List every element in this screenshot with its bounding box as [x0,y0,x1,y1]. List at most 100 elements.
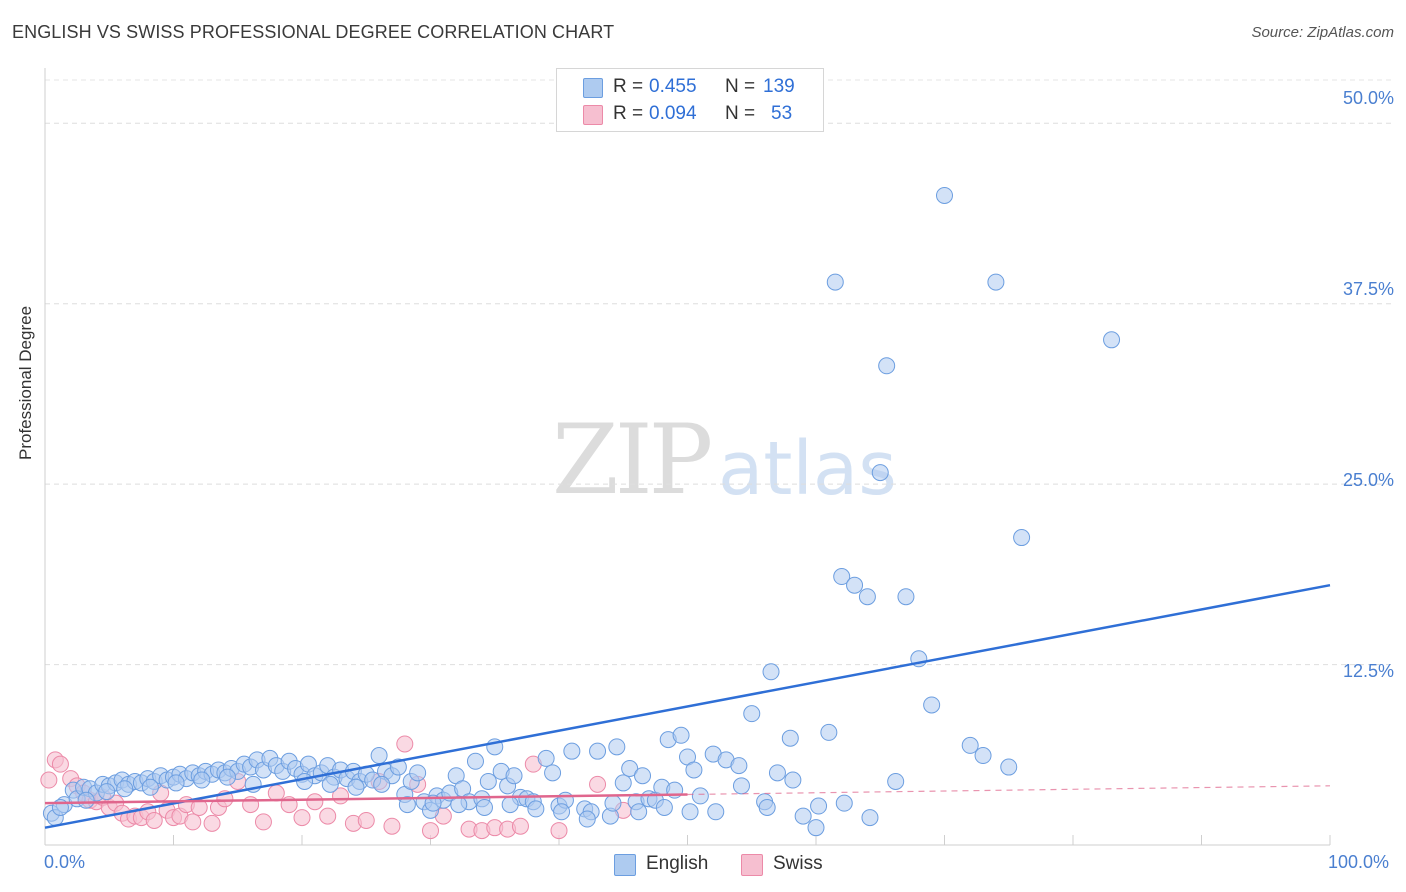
english-point [820,723,838,741]
swiss-point [396,735,414,753]
english-point [655,798,673,816]
english-point [858,588,876,606]
english-point [784,771,802,789]
swiss-point [306,793,324,811]
english-point [961,736,979,754]
english-point [762,663,780,681]
swiss-point [51,755,69,773]
english-point [681,803,699,821]
n-value: 53 [771,103,793,124]
y-tick-label: 50.0% [1342,88,1394,108]
english-point [974,747,992,765]
english-point [936,186,953,204]
english-point [833,568,851,586]
english-point [347,778,365,796]
axes [44,68,1331,846]
english-point [296,772,314,790]
swiss-point [589,775,607,793]
correlation-legend: R = 0.455 N = 139 R = 0.094 N = 53 [556,68,824,132]
english-point [505,767,523,785]
english-point [826,273,844,291]
source-label: Source: ZipAtlas.com [1251,24,1394,41]
english-point [987,273,1005,291]
english-point [846,576,864,594]
english-point [768,764,786,782]
english-point [781,729,799,747]
english-point [732,777,750,795]
n-label: N = [725,76,756,97]
english-point [141,778,159,796]
y-tick-label: 12.5% [1342,661,1394,681]
swiss-point [184,813,202,831]
english-point [608,738,626,756]
english-point [389,758,407,776]
english-points [42,186,1121,837]
english-point [544,764,562,782]
english-point [758,798,776,816]
watermark-zip: ZIP [552,404,713,516]
swiss-point [422,822,439,840]
swiss-swatch [741,854,763,876]
english-point [878,357,896,375]
swiss-point [357,811,375,829]
english-point [861,809,879,827]
y-tick-label: 25.0% [1342,470,1394,490]
legend-label-english: English [646,853,709,874]
watermark-atlas: atlas [718,426,897,512]
swiss-point [383,817,401,835]
english-point [475,798,493,816]
english-point [589,742,607,760]
english-point [553,803,571,821]
swiss-point [267,784,285,802]
english-point [537,749,555,767]
english-point [897,588,915,606]
swiss-trend-line [44,793,688,805]
english-point [373,775,391,793]
english-point [621,760,639,777]
english-point [409,764,427,782]
english-point [563,742,581,760]
english-point [1103,331,1121,349]
english-point [501,796,519,814]
swiss-point [145,811,163,829]
english-point [691,787,709,805]
english-point [398,796,416,814]
r-label: R = [613,76,644,97]
english-point [835,794,853,812]
r-value: 0.094 [649,103,697,124]
x-tick-label: 0.0% [44,852,86,872]
english-point [807,819,825,837]
swiss-point [319,807,337,825]
english-point [527,800,545,818]
english-swatch [583,78,603,98]
english-point [730,757,748,775]
english-point [578,810,596,828]
grid-lines [45,79,1392,666]
english-point [685,761,703,779]
swiss-point [40,771,58,789]
english-point [630,803,648,821]
swiss-point [511,817,529,835]
english-point [604,794,622,812]
english-point [634,767,652,785]
english-point [370,747,388,765]
english-point [923,696,941,714]
english-point [743,705,761,723]
swiss-trend-extension [687,785,1331,796]
english-point [450,796,468,814]
english-point [98,783,116,801]
swiss-swatch [583,105,603,125]
chart-title: ENGLISH VS SWISS PROFESSIONAL DEGREE COR… [12,22,615,42]
english-point [1000,758,1018,776]
n-value: 139 [763,76,795,97]
english-swatch [614,854,636,876]
english-point [193,771,211,789]
swiss-point [293,809,311,827]
english-point [167,774,185,792]
english-point [1013,529,1031,547]
english-point [116,780,134,798]
english-point [479,772,497,790]
r-value: 0.455 [649,76,697,97]
english-point [887,772,905,790]
